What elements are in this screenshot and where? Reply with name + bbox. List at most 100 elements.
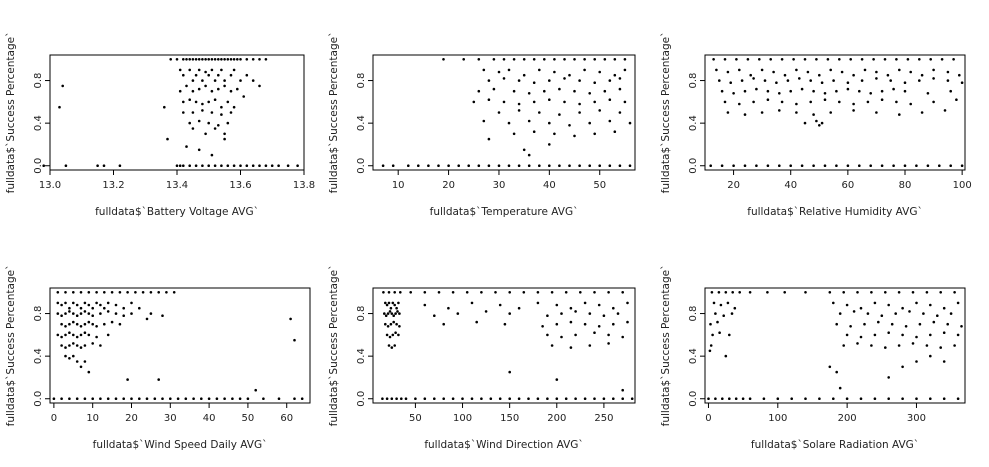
- data-point: [465, 291, 469, 294]
- data-point: [929, 58, 932, 61]
- data-point: [859, 335, 863, 339]
- data-point: [532, 100, 536, 104]
- data-point: [880, 89, 884, 93]
- y-tick-label: 0.8: [33, 306, 44, 322]
- data-point: [517, 397, 521, 401]
- data-point: [389, 306, 393, 310]
- data-point: [60, 344, 63, 347]
- data-point: [726, 111, 730, 114]
- data-point: [568, 164, 571, 167]
- data-point: [612, 397, 615, 401]
- data-point: [860, 58, 864, 61]
- data-point: [61, 84, 64, 88]
- data-point: [607, 342, 610, 345]
- data-point: [87, 291, 91, 294]
- data-point: [728, 333, 731, 337]
- data-point: [726, 70, 730, 74]
- data-point: [578, 111, 581, 114]
- data-point: [178, 89, 182, 93]
- data-point: [623, 68, 627, 72]
- data-point: [901, 365, 904, 369]
- y-tick-label: 0.8: [33, 73, 44, 89]
- data-point: [563, 58, 566, 61]
- data-point: [903, 164, 907, 167]
- data-point: [433, 314, 436, 318]
- data-point: [738, 102, 741, 106]
- x-tick-label: 13.8: [293, 180, 315, 191]
- data-point: [56, 291, 60, 294]
- data-point: [574, 310, 577, 313]
- data-point: [845, 397, 849, 401]
- x-tick-label: 40: [543, 180, 556, 191]
- data-point: [602, 397, 606, 401]
- x-tick-label: 30: [164, 413, 177, 424]
- data-point: [743, 164, 747, 167]
- data-point: [536, 291, 540, 294]
- data-point: [716, 320, 719, 324]
- data-point: [395, 322, 398, 326]
- y-axis-title: fulldata$`Success Percentage`: [660, 265, 672, 427]
- data-point: [64, 325, 67, 328]
- data-point: [197, 148, 201, 152]
- data-point: [201, 102, 204, 106]
- data-point: [264, 164, 268, 167]
- data-point: [760, 68, 764, 72]
- data-point: [477, 89, 481, 93]
- data-point: [612, 306, 615, 310]
- data-point: [387, 301, 391, 305]
- data-point: [602, 314, 606, 318]
- data-point: [508, 312, 512, 315]
- data-point: [79, 291, 83, 294]
- data-point: [873, 301, 877, 305]
- data-point: [835, 370, 838, 374]
- data-point: [949, 164, 952, 167]
- data-point: [204, 84, 207, 88]
- data-point: [795, 111, 798, 114]
- data-point: [895, 58, 898, 61]
- data-point: [835, 322, 838, 326]
- data-point: [901, 333, 904, 337]
- data-point: [517, 109, 521, 112]
- data-point: [391, 301, 395, 305]
- data-point: [201, 164, 204, 167]
- data-point: [223, 84, 226, 88]
- data-point: [623, 100, 627, 104]
- data-point: [484, 310, 488, 313]
- data-point: [869, 92, 872, 95]
- x-tick-label: 50: [409, 413, 422, 424]
- data-point: [220, 105, 223, 109]
- data-point: [114, 303, 118, 307]
- data-point: [122, 397, 125, 401]
- data-point: [795, 102, 798, 106]
- data-point: [752, 77, 755, 80]
- x-tick-label: 30: [493, 180, 506, 191]
- data-point: [942, 331, 946, 335]
- data-point: [201, 79, 204, 82]
- data-point: [812, 89, 815, 93]
- data-point: [832, 79, 835, 82]
- data-point: [938, 164, 941, 167]
- data-point: [207, 397, 211, 401]
- data-point: [79, 333, 83, 337]
- data-point: [939, 346, 942, 349]
- data-point: [201, 58, 204, 61]
- data-point: [487, 137, 491, 141]
- data-point: [789, 164, 792, 167]
- data-point: [99, 344, 102, 347]
- data-point: [579, 291, 582, 294]
- data-point: [578, 102, 581, 106]
- data-point: [130, 312, 133, 315]
- data-point: [503, 322, 507, 326]
- data-point: [717, 291, 721, 294]
- data-point: [166, 137, 169, 141]
- y-tick-label: 0.0: [356, 391, 367, 407]
- data-point: [75, 397, 79, 401]
- data-point: [929, 397, 932, 401]
- data-point: [87, 303, 91, 307]
- data-point: [942, 397, 946, 401]
- data-point: [866, 312, 870, 315]
- data-point: [103, 322, 106, 326]
- data-point: [215, 397, 219, 401]
- data-point: [191, 89, 195, 93]
- data-point: [628, 121, 632, 125]
